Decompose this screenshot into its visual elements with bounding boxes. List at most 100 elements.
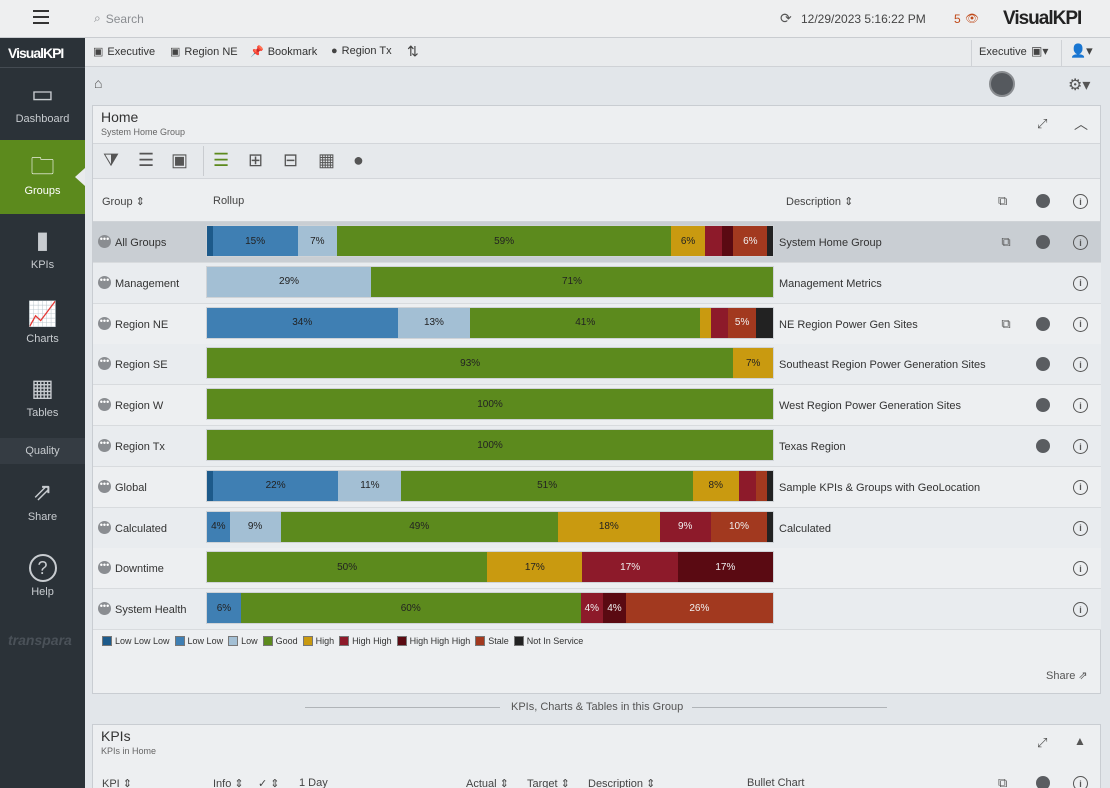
row-menu-icon[interactable]: ••• — [98, 398, 111, 412]
info-icon[interactable]: i — [1073, 439, 1088, 454]
rollup-segment-g[interactable]: 41% — [470, 307, 701, 338]
row-menu-icon[interactable]: ••• — [98, 561, 111, 575]
rollup-bar[interactable]: 15% 7% 59% 6% 6% — [206, 225, 774, 257]
rollup-segment-s[interactable] — [755, 470, 768, 501]
sidebar-item-quality[interactable]: Quality — [0, 438, 85, 464]
row-menu-icon[interactable]: ••• — [98, 357, 111, 371]
rollup-bar[interactable]: 34% 13% 41% 5% — [206, 306, 774, 339]
dashboard-dropdown-icon[interactable]: ▣▾ — [1031, 44, 1049, 58]
rollup-segment-nis[interactable] — [756, 307, 773, 338]
globe-icon[interactable] — [1036, 357, 1050, 372]
group-name[interactable]: Calculated — [115, 522, 167, 535]
info-column-header[interactable]: Info ⇕ — [213, 778, 244, 788]
rollup-segment-hh[interactable] — [705, 226, 723, 256]
row-menu-icon[interactable]: ••• — [98, 235, 111, 248]
group-name[interactable]: Region SE — [115, 359, 168, 372]
rollup-segment-s[interactable]: 6% — [733, 226, 768, 256]
rollup-bar[interactable]: 50% 17% 17% 17% — [206, 551, 774, 584]
home-icon[interactable]: ⌂ — [94, 75, 103, 91]
sort-icon[interactable]: ⇅ — [407, 43, 419, 59]
map-view-globe-icon[interactable]: ● — [353, 150, 364, 170]
rollup-segment-g[interactable]: 100% — [207, 389, 773, 420]
info-icon[interactable]: i — [1073, 357, 1088, 373]
kpi-description-column-header[interactable]: Description ⇕ — [588, 778, 656, 788]
rollup-segment-ll[interactable]: 22% — [212, 470, 339, 501]
info-icon[interactable]: i — [1073, 561, 1088, 577]
rollup-segment-g[interactable]: 60% — [240, 593, 581, 624]
rollup-segment-h[interactable]: 6% — [671, 226, 706, 256]
search-box[interactable]: ⌕ Search — [94, 11, 144, 26]
rollup-segment-hhh[interactable]: 17% — [677, 552, 773, 583]
globe-header-icon[interactable] — [1036, 194, 1050, 208]
rollup-segment-h[interactable]: 8% — [692, 470, 739, 501]
rollup-segment-hh[interactable]: 4% — [580, 593, 604, 624]
grid-view-icon[interactable]: ⊞ — [248, 150, 264, 170]
row-menu-icon[interactable]: ••• — [98, 479, 111, 493]
rollup-segment-s[interactable]: 26% — [625, 593, 773, 624]
sidebar-item-tables[interactable]: ▦ Tables — [0, 362, 85, 436]
rollup-segment-nis[interactable] — [767, 226, 773, 256]
filter-icon[interactable]: ⧩ — [103, 150, 120, 170]
tile-view-icon[interactable]: ⊟ — [283, 150, 299, 170]
row-menu-icon[interactable]: ••• — [98, 316, 111, 330]
check-column-header[interactable]: ✓ ⇕ — [258, 778, 280, 788]
globe-icon[interactable] — [1036, 316, 1050, 331]
expand-rows-icon[interactable]: ☰ — [138, 150, 155, 170]
table-row[interactable]: ••• Downtime 50% 17% 17% 17% i — [93, 548, 1101, 590]
list-view-icon[interactable]: ☰ — [213, 150, 230, 170]
settings-gear-icon[interactable]: ⚙▾ — [1068, 77, 1091, 94]
rollup-bar[interactable]: 93% 7% — [206, 347, 774, 380]
add-dashboard-icon[interactable]: ▣ — [171, 150, 189, 170]
info-icon[interactable]: i — [1073, 316, 1088, 332]
info-icon[interactable]: i — [1073, 398, 1088, 414]
rollup-segment-hh[interactable]: 9% — [659, 511, 711, 542]
rollup-segment-ll[interactable]: 6% — [207, 593, 241, 624]
info-icon[interactable]: i — [1073, 520, 1088, 536]
kpis-collapse-icon[interactable]: ▲ — [1074, 734, 1086, 748]
table-row[interactable]: ••• Region NE 34% 13% 41% 5% NE Region Power G… — [93, 303, 1101, 345]
rollup-segment-g[interactable]: 71% — [371, 266, 773, 297]
table-row[interactable]: ••• Region SE 93% 7% Southeast Region Power … — [93, 344, 1101, 386]
info-icon[interactable]: i — [1073, 275, 1088, 291]
table-row[interactable]: ••• Calculated 4% 9% 49% 18% 9% 10% Calculated i — [93, 507, 1101, 549]
rollup-bar[interactable]: 100% — [206, 429, 774, 461]
rollup-segment-s[interactable]: 5% — [728, 307, 757, 338]
rollup-segment-g[interactable]: 59% — [337, 226, 672, 256]
rollup-segment-l[interactable]: 9% — [229, 511, 281, 542]
group-name[interactable]: All Groups — [115, 237, 167, 249]
rollup-segment-hh[interactable] — [711, 307, 729, 338]
group-name[interactable]: Management — [115, 277, 180, 290]
rollup-segment-lll[interactable] — [207, 470, 213, 501]
group-name[interactable]: Region W — [115, 400, 164, 413]
launch-icon[interactable]: ⧉ — [1001, 234, 1011, 249]
rollup-bar[interactable]: 6% 60% 4% 4% 26% — [206, 592, 774, 625]
info-icon[interactable]: i — [1073, 479, 1088, 495]
user-icon[interactable]: 👤▾ — [1070, 43, 1093, 58]
row-menu-icon[interactable]: ••• — [98, 602, 111, 616]
rollup-segment-g[interactable]: 93% — [207, 348, 734, 379]
rollup-segment-g[interactable]: 50% — [207, 552, 488, 583]
hamburger-menu-icon[interactable] — [33, 10, 49, 24]
sidebar-item-charts[interactable]: 📈 Charts — [0, 288, 85, 362]
rollup-segment-l[interactable]: 13% — [397, 307, 471, 338]
globe-icon[interactable] — [1036, 439, 1050, 453]
group-name[interactable]: Global — [115, 481, 147, 494]
description-column-header[interactable]: Description ⇕ — [786, 196, 854, 208]
rollup-bar[interactable]: 29% 71% — [206, 265, 774, 298]
sidebar-item-share[interactable]: ⇗ Share — [0, 466, 85, 540]
rollup-segment-nis[interactable] — [767, 470, 773, 501]
favorite-region-tx[interactable]: ● Region Tx — [331, 45, 392, 57]
sidebar-item-help[interactable]: ? Help — [0, 541, 85, 615]
favorite-region-ne[interactable]: ▣ Region NE — [170, 45, 238, 59]
expand-icon[interactable]: ⤢ — [1037, 116, 1048, 131]
profile-selector[interactable]: Executive — [979, 46, 1027, 58]
launch-icon[interactable]: ⧉ — [1001, 315, 1011, 331]
rollup-segment-g[interactable]: 49% — [280, 511, 558, 542]
group-column-header[interactable]: Group ⇕ — [102, 196, 145, 208]
rollup-segment-h[interactable]: 17% — [487, 552, 583, 583]
table-row[interactable]: ••• All Groups 15% 7% 59% 6% 6% System Home Gro… — [93, 222, 1101, 263]
table-row[interactable]: ••• System Health 6% 60% 4% 4% 26% i — [93, 589, 1101, 631]
rollup-segment-g[interactable]: 100% — [207, 430, 773, 460]
favorite-executive[interactable]: ▣ Executive — [93, 45, 155, 59]
table-row[interactable]: ••• Global 22% 11% 51% 8% Sample KPIs & Groups… — [93, 466, 1101, 508]
